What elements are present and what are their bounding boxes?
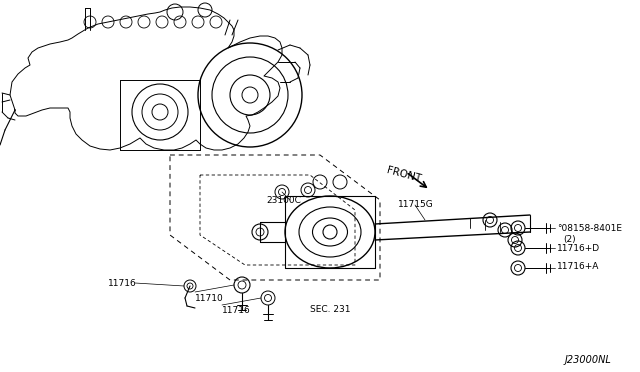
Text: 11715G: 11715G	[398, 200, 434, 209]
Text: 11716+D: 11716+D	[557, 244, 600, 253]
Text: J23000NL: J23000NL	[565, 355, 612, 365]
Text: FRONT: FRONT	[385, 165, 422, 184]
Text: 11716: 11716	[108, 279, 137, 288]
Text: 11716: 11716	[222, 306, 251, 315]
Text: SEC. 231: SEC. 231	[310, 305, 351, 314]
Text: °08158-8401E: °08158-8401E	[557, 224, 622, 233]
Text: 11710: 11710	[195, 294, 224, 303]
Text: 23100C: 23100C	[266, 196, 301, 205]
Text: 11716+A: 11716+A	[557, 262, 600, 271]
Text: (2): (2)	[563, 235, 575, 244]
